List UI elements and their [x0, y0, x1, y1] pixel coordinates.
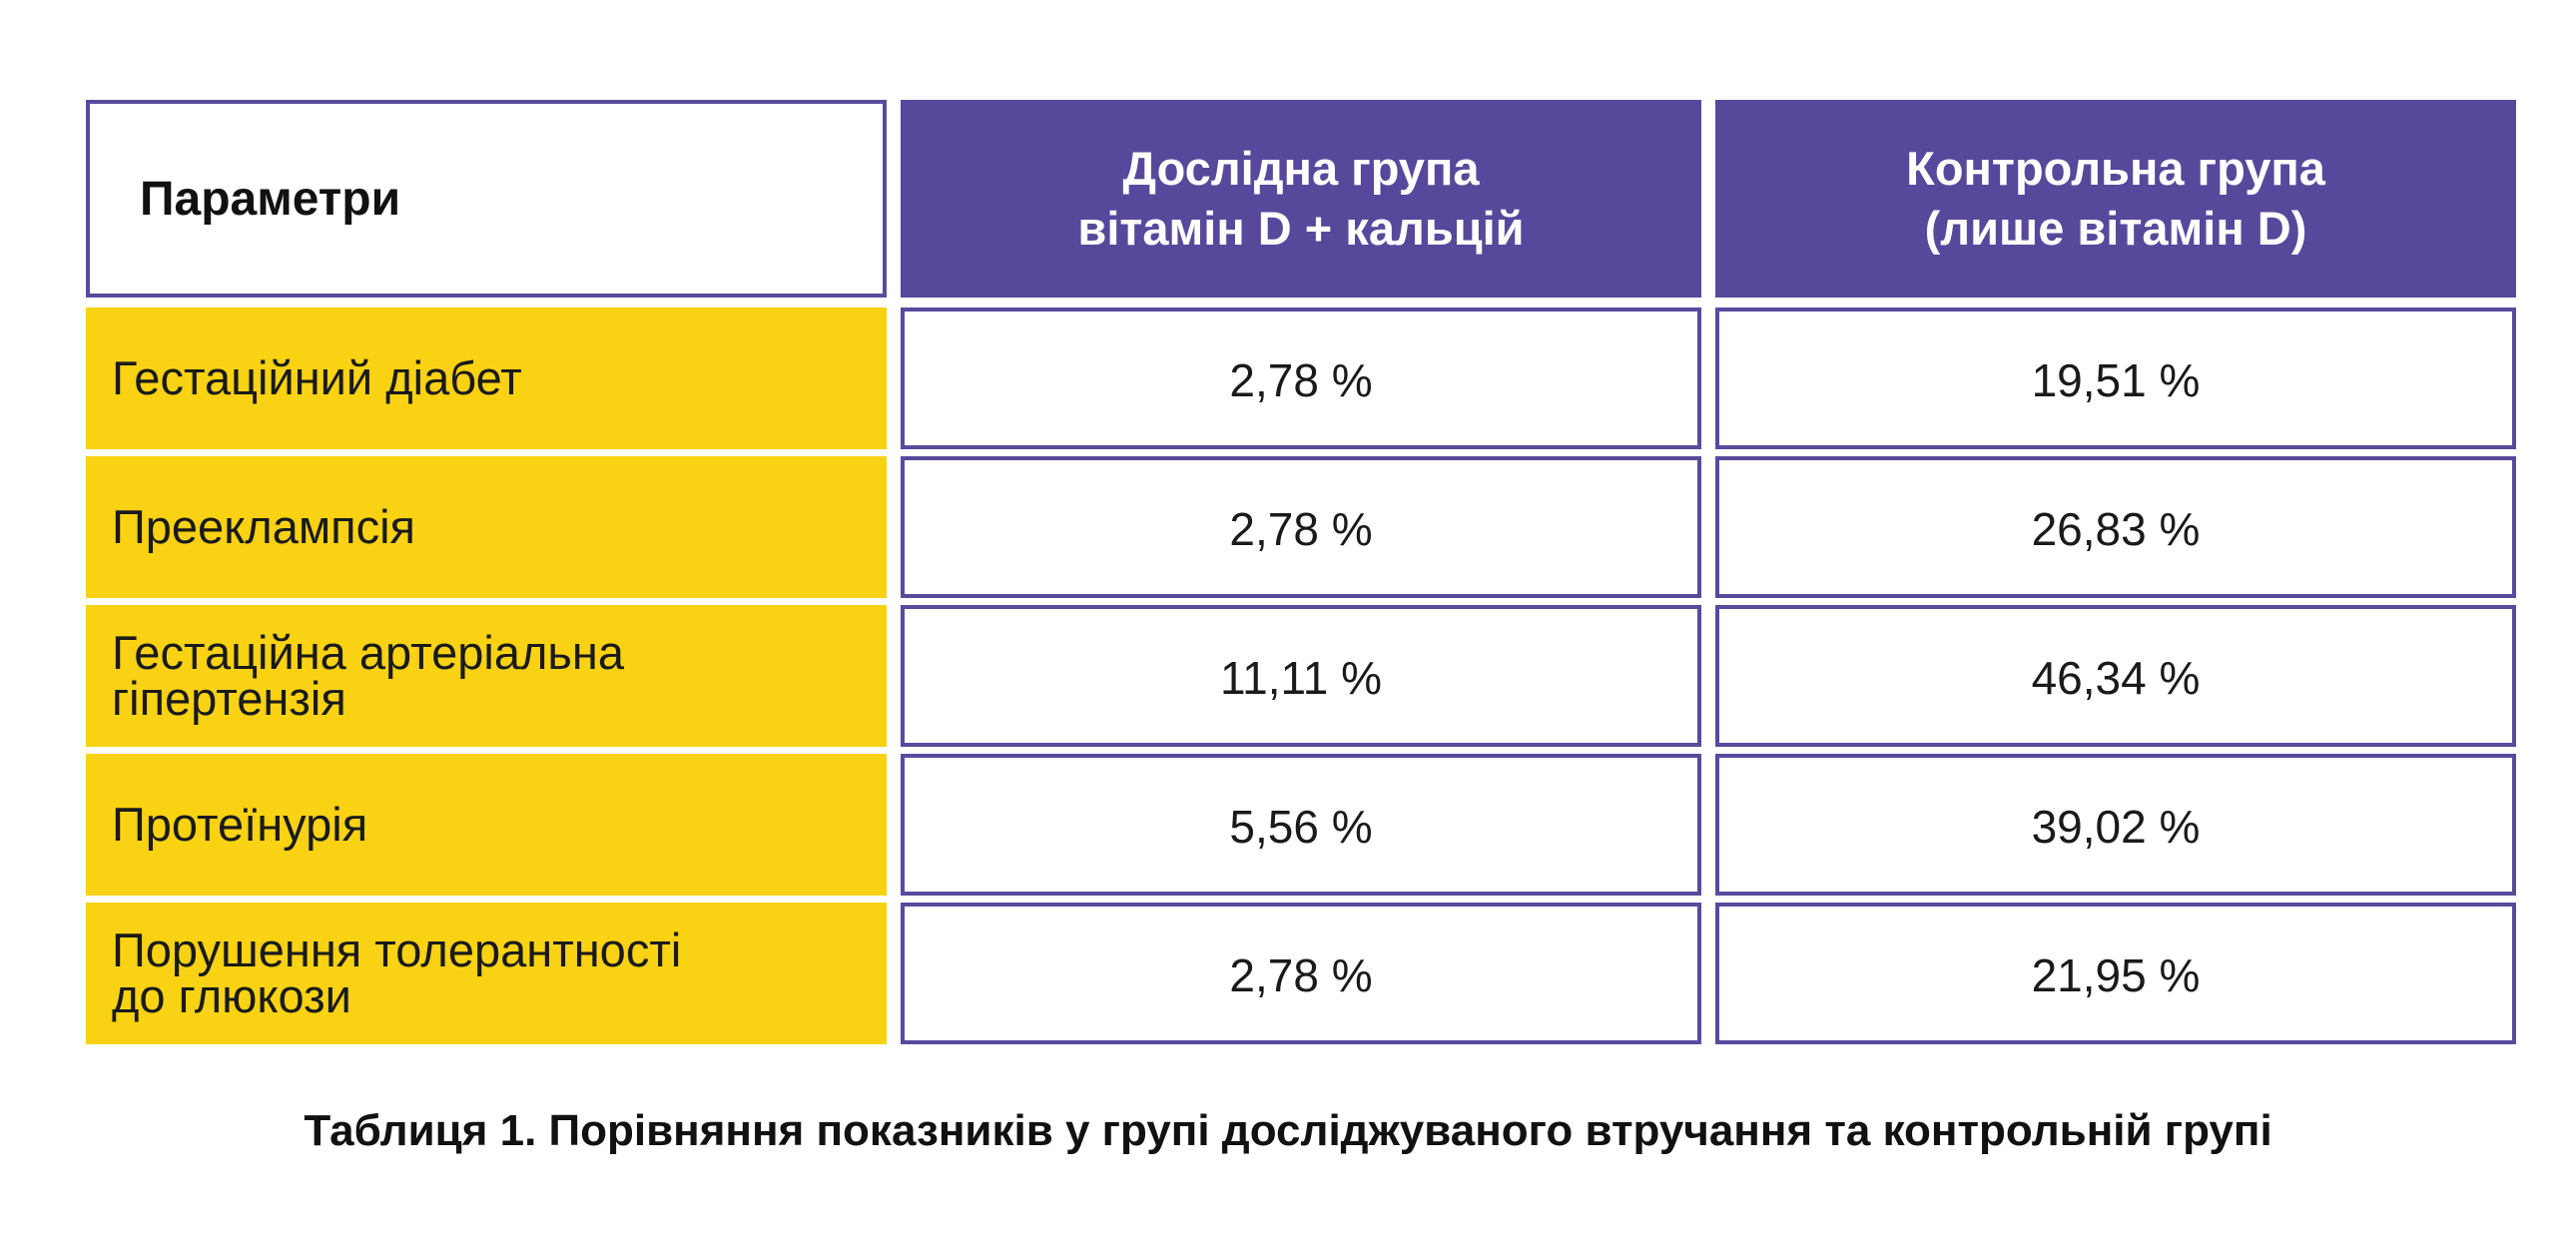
table-caption: Таблиця 1. Порівняння показників у групі… — [304, 1106, 2272, 1155]
row-label-gestational-diabetes: Гестаційний діабет — [86, 308, 887, 449]
row-label-text-line-1: Гестаційна артеріальна — [112, 626, 624, 679]
study-value-text: 5,56 % — [1229, 801, 1373, 853]
study-value-text: 2,78 % — [1229, 503, 1373, 555]
header-study-group: Дослідна група вітамін D + кальцій — [901, 100, 1701, 298]
control-value-text: 26,83 % — [2031, 503, 2201, 555]
study-value-gestational-hypertension: 11,11 % — [901, 605, 1701, 747]
header-control-group-line-1: Контрольна група — [1906, 142, 2325, 195]
row-label-preeclampsia: Прееклампсія — [86, 456, 887, 598]
row-label-glucose-intolerance: Порушення толерантності до глюкози — [86, 903, 887, 1044]
row-label-gestational-hypertension: Гестаційна артеріальна гіпертензія — [86, 605, 887, 747]
control-value-proteinuria: 39,02 % — [1715, 754, 2516, 896]
header-control-group-line-2: (лише вітамін D) — [1924, 202, 2307, 255]
header-study-group-line-1: Дослідна група — [1122, 142, 1480, 195]
header-parameters-label: Параметри — [140, 172, 401, 226]
header-parameters: Параметри — [86, 100, 887, 298]
row-label-text: Протеїнурія — [112, 798, 368, 851]
control-value-text: 21,95 % — [2031, 949, 2201, 1001]
control-value-gestational-diabetes: 19,51 % — [1715, 308, 2516, 449]
control-value-text: 39,02 % — [2031, 801, 2201, 853]
row-label-text-line-2: гіпертензія — [112, 672, 346, 725]
study-value-proteinuria: 5,56 % — [901, 754, 1701, 896]
row-label-proteinuria: Протеїнурія — [86, 754, 887, 896]
study-value-gestational-diabetes: 2,78 % — [901, 308, 1701, 449]
control-value-preeclampsia: 26,83 % — [1715, 456, 2516, 598]
study-value-text: 2,78 % — [1229, 949, 1373, 1001]
control-value-gestational-hypertension: 46,34 % — [1715, 605, 2516, 747]
study-value-text: 2,78 % — [1229, 354, 1373, 406]
row-label-text-line-2: до глюкози — [112, 969, 351, 1022]
study-value-glucose-intolerance: 2,78 % — [901, 903, 1701, 1044]
header-study-group-line-2: вітамін D + кальцій — [1077, 202, 1525, 255]
row-label-text: Гестаційний діабет — [112, 351, 522, 404]
control-value-text: 46,34 % — [2031, 652, 2201, 704]
study-value-text: 11,11 % — [1220, 652, 1382, 704]
control-value-text: 19,51 % — [2031, 354, 2201, 406]
row-label-text-line-1: Порушення толерантності — [112, 924, 682, 976]
row-label-text: Прееклампсія — [112, 500, 416, 553]
header-control-group: Контрольна група (лише вітамін D) — [1715, 100, 2516, 298]
study-value-preeclampsia: 2,78 % — [901, 456, 1701, 598]
control-value-glucose-intolerance: 21,95 % — [1715, 903, 2516, 1044]
